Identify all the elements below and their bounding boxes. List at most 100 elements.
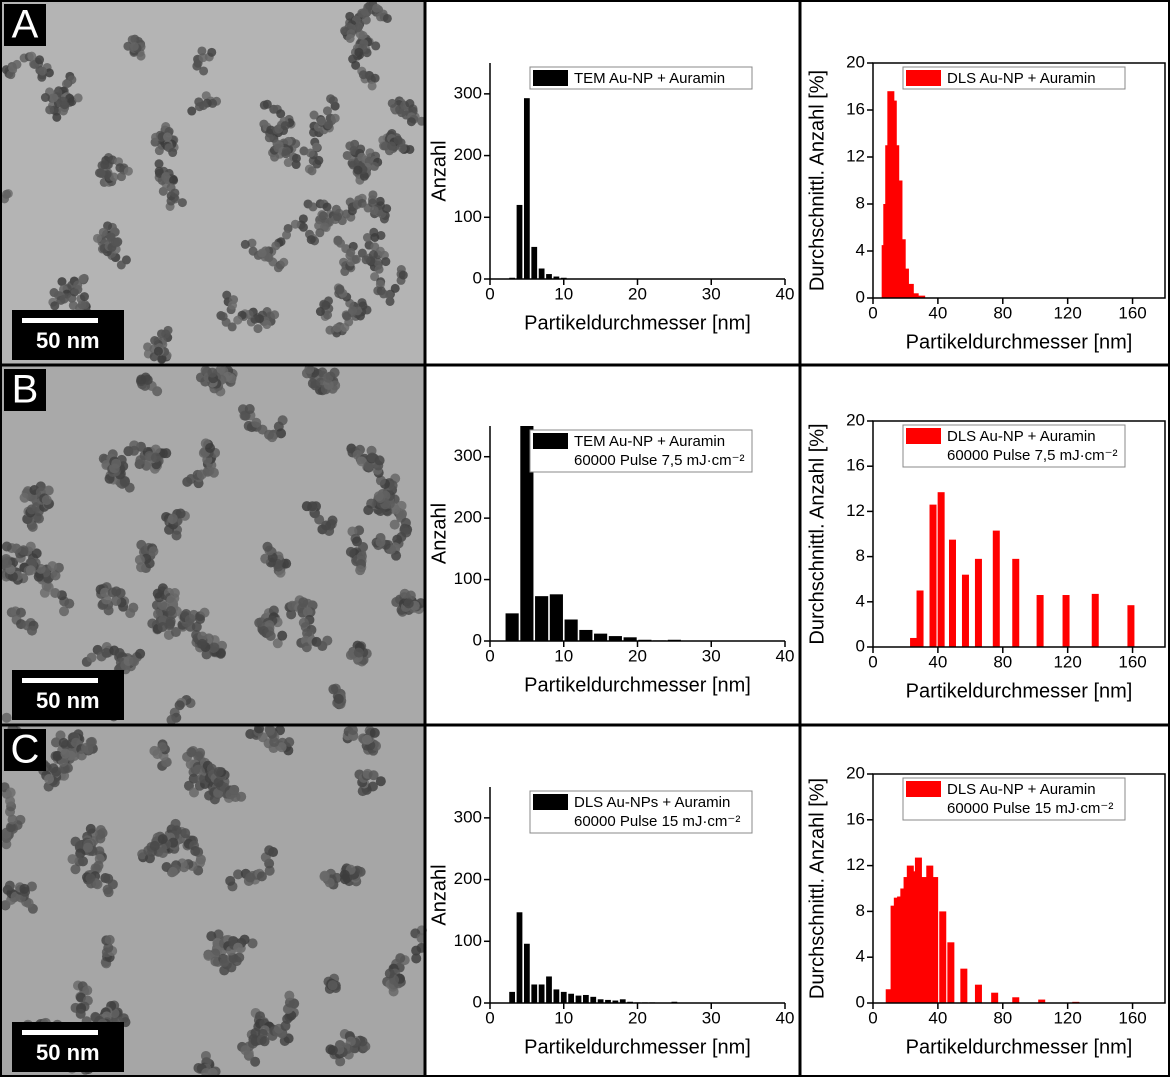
bar [906, 283, 914, 298]
x-tick-label: 30 [702, 646, 721, 665]
histogram-bar [535, 596, 549, 641]
histogram-bar [594, 633, 608, 641]
y-axis-label: Durchschnittl. Anzahl [%] [806, 423, 828, 644]
particle [222, 290, 232, 300]
particle [47, 561, 58, 572]
legend-swatch [533, 794, 568, 810]
y-tick-label: 200 [454, 508, 482, 527]
particle [125, 608, 136, 619]
particle [314, 221, 324, 231]
particle [41, 495, 52, 506]
particle [157, 834, 168, 845]
particle [59, 606, 70, 617]
particle [333, 693, 344, 704]
particle [370, 272, 380, 282]
particle [345, 11, 355, 21]
particle [101, 647, 112, 658]
histogram-bar [509, 991, 516, 1003]
bar [916, 590, 924, 647]
particle [381, 257, 391, 267]
particle [322, 106, 332, 116]
particle [195, 857, 206, 868]
particle [73, 280, 83, 290]
particle [215, 648, 226, 659]
particle [5, 822, 16, 833]
particle [19, 492, 30, 503]
particle [57, 277, 67, 287]
particle [170, 188, 180, 198]
bar [918, 295, 926, 298]
particle [153, 346, 163, 356]
histogram-bar [538, 268, 545, 279]
particle [4, 880, 15, 891]
particle [382, 13, 392, 23]
particle [387, 141, 397, 151]
particle [335, 284, 345, 294]
particle [375, 537, 386, 548]
particle [180, 828, 191, 839]
y-axis-label: Anzahl [428, 864, 450, 925]
plot-frame [872, 420, 1166, 648]
particle [103, 221, 113, 231]
legend-swatch [906, 781, 941, 797]
bar [939, 911, 947, 1003]
particle [2, 558, 13, 569]
legend-label: DLS Au-NP + Auramin [947, 428, 1096, 445]
panel-letter: A [12, 3, 39, 47]
particle [251, 417, 262, 428]
bar [911, 293, 919, 298]
particle [152, 749, 163, 760]
particle [247, 238, 257, 248]
x-tick-label: 0 [868, 303, 877, 322]
particle [387, 480, 398, 491]
bar [961, 574, 969, 647]
particle [70, 864, 81, 875]
particle [322, 202, 332, 212]
histogram-bar [505, 613, 519, 641]
particle [368, 770, 379, 781]
particle [369, 727, 380, 738]
legend-swatch [533, 433, 568, 449]
histogram-bar [605, 999, 611, 1003]
particle [171, 530, 182, 541]
particle [307, 501, 318, 512]
particle [411, 945, 422, 956]
particle [327, 980, 338, 991]
histogram-bar [523, 98, 530, 279]
bar [1012, 558, 1020, 647]
particle [269, 737, 280, 748]
y-tick-label: 8 [856, 546, 865, 565]
histogram-bar [553, 989, 560, 1003]
particle [270, 310, 280, 320]
y-tick-label: 200 [454, 869, 482, 888]
particle [44, 68, 54, 78]
histogram-bar [538, 984, 545, 1003]
x-tick-label: 120 [1053, 1008, 1081, 1027]
particle [201, 91, 211, 101]
particle [353, 23, 363, 33]
particle [197, 638, 208, 649]
particle [382, 204, 392, 214]
particle [384, 968, 395, 979]
particle [283, 158, 293, 168]
x-tick-label: 20 [628, 1008, 647, 1027]
particle [370, 233, 380, 243]
histogram-bar [579, 629, 593, 641]
particle [385, 296, 395, 306]
particle [207, 47, 217, 57]
particle [302, 628, 313, 639]
particle [111, 595, 122, 606]
y-tick-label: 300 [454, 446, 482, 465]
particle [50, 570, 61, 581]
particle [323, 380, 334, 391]
particle [375, 776, 386, 787]
particle [75, 1008, 86, 1019]
x-tick-label: 0 [868, 652, 877, 671]
bar [1062, 595, 1070, 647]
particle [150, 444, 161, 455]
legend-label: DLS Au-NP + Auramin [947, 781, 1096, 798]
particle [154, 159, 164, 169]
particle [7, 814, 18, 825]
particle [282, 230, 292, 240]
bar [974, 984, 982, 1003]
